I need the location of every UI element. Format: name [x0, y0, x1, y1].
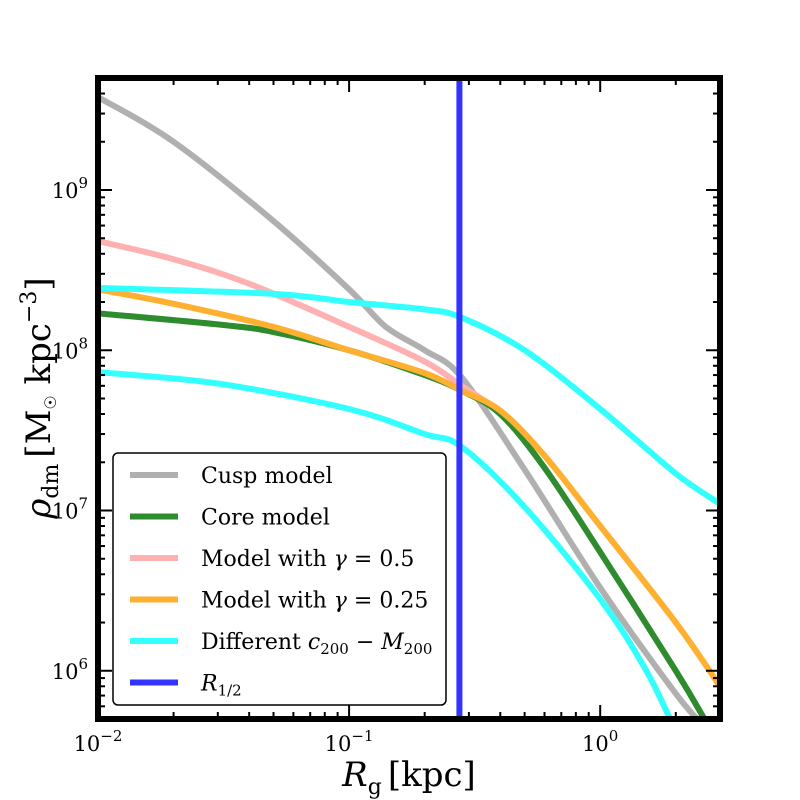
legend-label: Model with γ = 0.25 [201, 589, 428, 614]
y-axis-label: ρdm[M☉ kpc−3] [17, 277, 64, 519]
legend-label: Cusp model [201, 464, 333, 489]
y-tick-label: 109 [52, 174, 88, 203]
plot-frame [95, 75, 723, 722]
curves-layer [98, 78, 720, 719]
legend-label: Different c200 − M200 [201, 630, 432, 658]
y-tick-label: 107 [52, 495, 88, 524]
legend-label: R1/2 [200, 672, 242, 700]
y-tick-label: 108 [52, 334, 88, 363]
x-tick-label: 10−2 [74, 727, 123, 756]
tick-labels-layer: 10−2 10−1 100 106 107 108 109 [52, 174, 619, 756]
legend: Cusp model Core model Model with γ = 0.5 Mo… [112, 452, 447, 706]
legend-label: Model with γ = 0.5 [201, 547, 414, 572]
legend-label: Core model [201, 506, 330, 531]
x-axis-label: Rg [kpc] [341, 755, 476, 800]
legend-box [112, 452, 447, 706]
y-tick-label: 106 [52, 655, 88, 684]
x-tick-label: 100 [582, 727, 618, 756]
x-tick-label: 10−1 [325, 727, 374, 756]
series-line-0 [98, 94, 702, 719]
